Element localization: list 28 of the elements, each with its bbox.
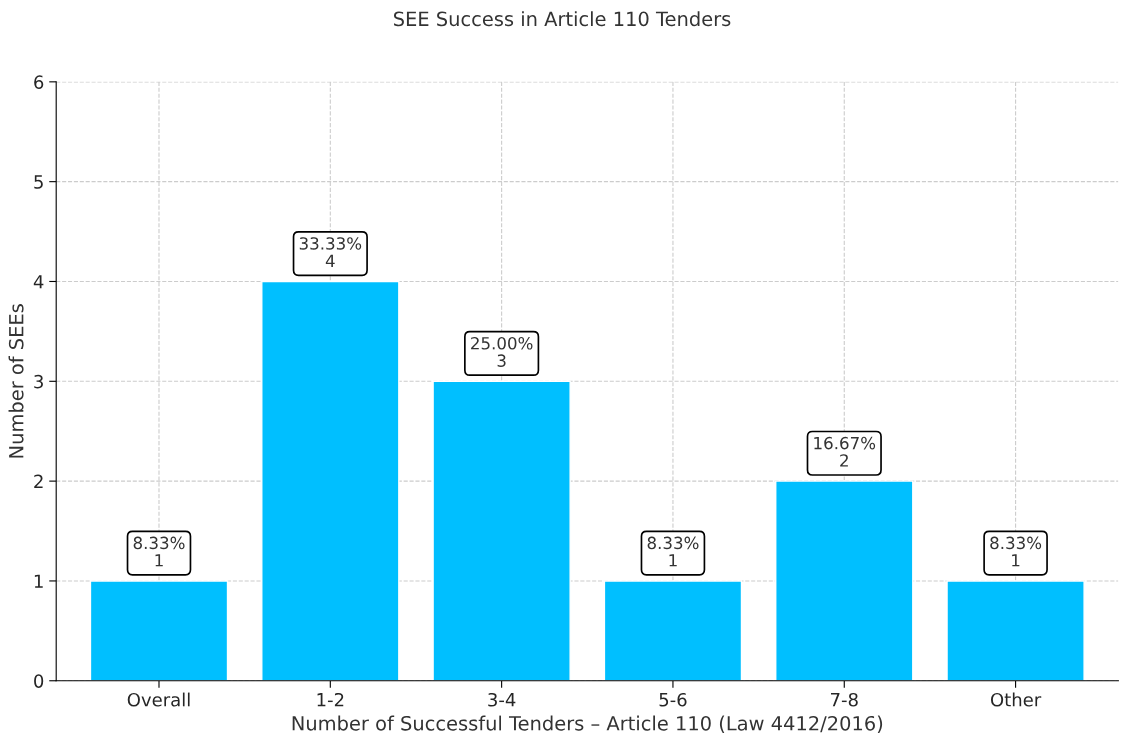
x-axis-title: Number of Successful Tenders – Article 110 (Law 4412/2016) — [292, 715, 883, 733]
bar — [432, 380, 571, 681]
x-tick-label: 5-6 — [659, 692, 687, 707]
bar — [89, 580, 229, 681]
data-label: 33.33% 4 — [299, 237, 362, 267]
data-label: 8.33% 1 — [647, 536, 699, 567]
x-tick-label: Overall — [127, 692, 190, 707]
x-tick-label: 3-4 — [488, 692, 516, 707]
bar — [603, 580, 743, 681]
bar — [775, 480, 914, 681]
y-tick-label: 6 — [34, 75, 44, 89]
bar — [261, 280, 400, 681]
bar — [946, 580, 1085, 681]
x-tick-label: Other — [990, 692, 1042, 707]
data-label: 16.67% 2 — [814, 436, 876, 467]
x-tick-label: 7-8 — [831, 692, 858, 707]
y-tick-label: 0 — [34, 674, 44, 688]
data-label: 25.00% 3 — [471, 336, 533, 367]
y-tick-label: 1 — [34, 574, 43, 588]
data-label: 8.33% 1 — [133, 536, 185, 567]
y-tick-label: 3 — [34, 374, 43, 389]
data-label: 8.33% 1 — [990, 536, 1042, 567]
y-tick-label: 4 — [33, 275, 44, 289]
y-axis-title: Number of SEEs — [8, 304, 24, 458]
y-tick-label: 5 — [34, 175, 43, 189]
y-tick-label: 2 — [34, 474, 43, 488]
chart-title: SEE Success in Article 110 Tenders — [393, 11, 731, 27]
x-tick-label: 1-2 — [317, 692, 344, 707]
